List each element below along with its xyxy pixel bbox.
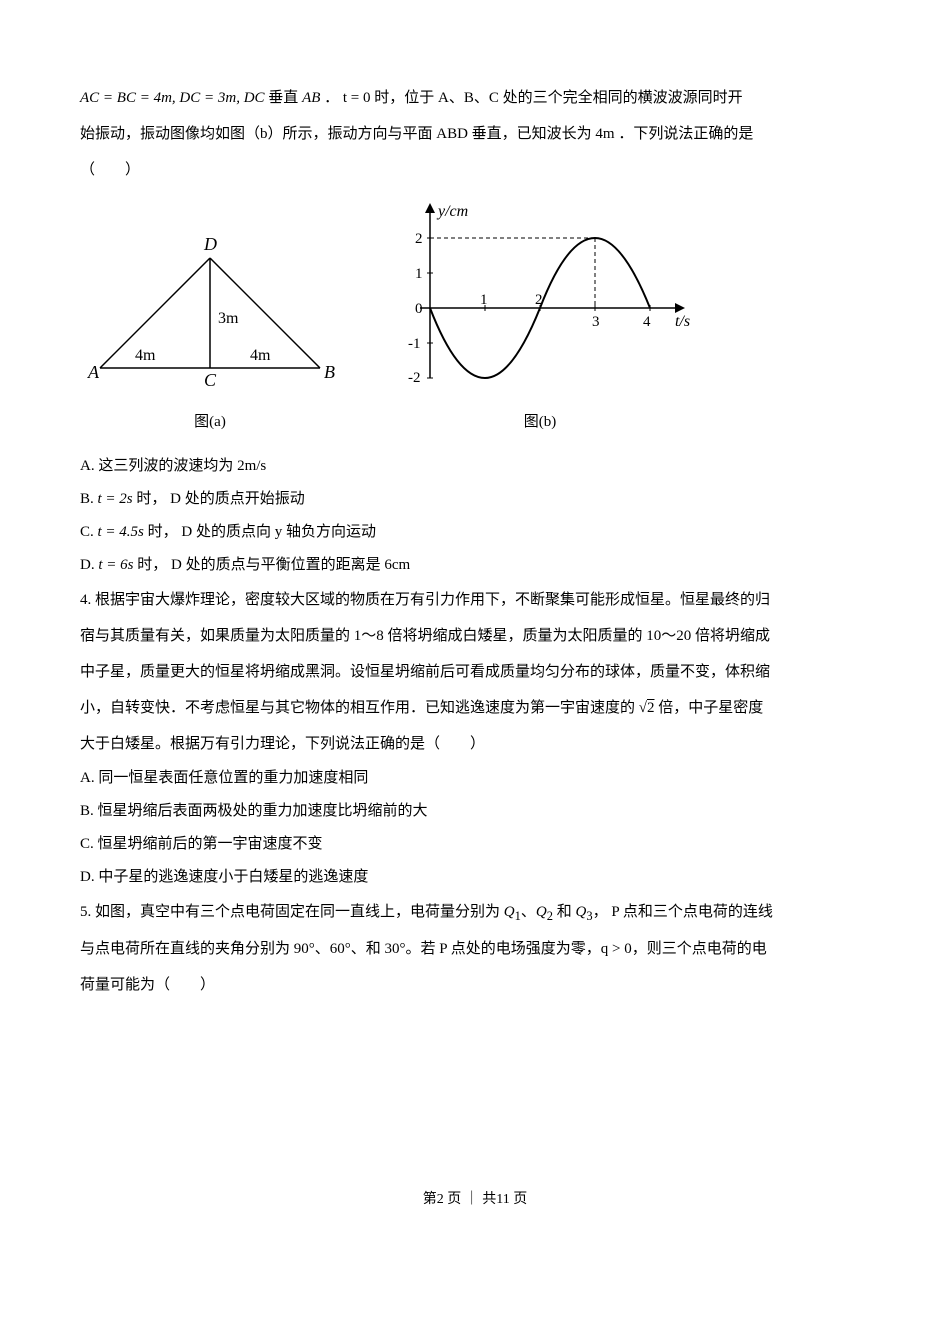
q4-line3: 中子星，质量更大的恒星将坍缩成黑洞。设恒星坍缩前后可看成质量均匀分布的球体，质量… (80, 654, 870, 690)
svg-text:3m: 3m (218, 310, 239, 327)
q3-option-a: A. 这三列波的波速均为 2m/s (80, 450, 870, 483)
wave-diagram: y/cm t/s 2 1 0 -1 -2 1 2 3 4 (380, 198, 700, 388)
svg-text:-2: -2 (408, 370, 421, 386)
q4-option-c: C. 恒星坍缩前后的第一宇宙速度不变 (80, 828, 870, 861)
figure-a-label: 图(a) (80, 404, 340, 440)
figure-a: A B C D 3m 4m 4m 图(a) (80, 228, 340, 440)
svg-text:y/cm: y/cm (436, 203, 468, 220)
svg-text:4m: 4m (250, 347, 271, 364)
svg-text:D: D (203, 234, 217, 254)
svg-text:3: 3 (592, 314, 600, 330)
svg-text:1: 1 (480, 292, 488, 308)
svg-text:C: C (204, 370, 217, 388)
q3-option-b: B. t = 2s 时， D 处的质点开始振动 (80, 483, 870, 516)
svg-text:4: 4 (643, 314, 651, 330)
svg-text:t/s: t/s (675, 313, 690, 330)
q5-line2: 与点电荷所在直线的夹角分别为 90°、60°、和 30°。若 P 点处的电场强度… (80, 931, 870, 967)
q3-option-c: C. t = 4.5s 时， D 处的质点向 y 轴负方向运动 (80, 516, 870, 549)
svg-text:B: B (324, 362, 335, 382)
svg-text:2: 2 (415, 231, 423, 247)
q4-line5: 大于白矮星。根据万有引力理论，下列说法正确的是（ ） (80, 726, 870, 762)
q4-option-d: D. 中子星的逃逸速度小于白矮星的逃逸速度 (80, 861, 870, 894)
q4-line4: 小，自转变快．不考虑恒星与其它物体的相互作用．已知逃逸速度为第一宇宙速度的 √2… (80, 690, 870, 726)
svg-text:2: 2 (535, 292, 543, 308)
q4-line1: 4. 根据宇宙大爆炸理论，密度较大区域的物质在万有引力作用下，不断聚集可能形成恒… (80, 582, 870, 618)
page-footer: 第2 页 ｜ 共11 页 (80, 1183, 870, 1217)
q3-figures: A B C D 3m 4m 4m 图(a) (80, 198, 870, 440)
svg-text:-1: -1 (408, 336, 421, 352)
q5-line1: 5. 如图，真空中有三个点电荷固定在同一直线上，电荷量分别为 Q1、Q2 和 Q… (80, 894, 870, 931)
q5-line3: 荷量可能为（ ） (80, 967, 870, 1003)
q3-intro-line1: AC = BC = 4m, DC = 3m, DC 垂直 AB ． t = 0 … (80, 80, 870, 116)
svg-text:0: 0 (415, 301, 423, 317)
q4-line2: 宿与其质量有关，如果质量为太阳质量的 1～8 倍将坍缩成白矮星，质量为太阳质量的… (80, 618, 870, 654)
q3-option-d: D. t = 6s 时， D 处的质点与平衡位置的距离是 6cm (80, 549, 870, 582)
figure-b: y/cm t/s 2 1 0 -1 -2 1 2 3 4 图(b) (380, 198, 700, 440)
q4-option-b: B. 恒星坍缩后表面两极处的重力加速度比坍缩前的大 (80, 795, 870, 828)
q3-intro-line3: （ ） (80, 152, 870, 188)
triangle-diagram: A B C D 3m 4m 4m (80, 228, 340, 388)
q3-intro-line2: 始振动，振动图像均如图（b）所示，振动方向与平面 ABD 垂直，已知波长为 4m… (80, 116, 870, 152)
svg-text:1: 1 (415, 266, 423, 282)
q3-eq: AC = BC = 4m, DC = 3m, DC (80, 90, 265, 106)
svg-text:A: A (87, 362, 100, 382)
figure-b-label: 图(b) (380, 404, 700, 440)
q4-option-a: A. 同一恒星表面任意位置的重力加速度相同 (80, 762, 870, 795)
svg-text:4m: 4m (135, 347, 156, 364)
